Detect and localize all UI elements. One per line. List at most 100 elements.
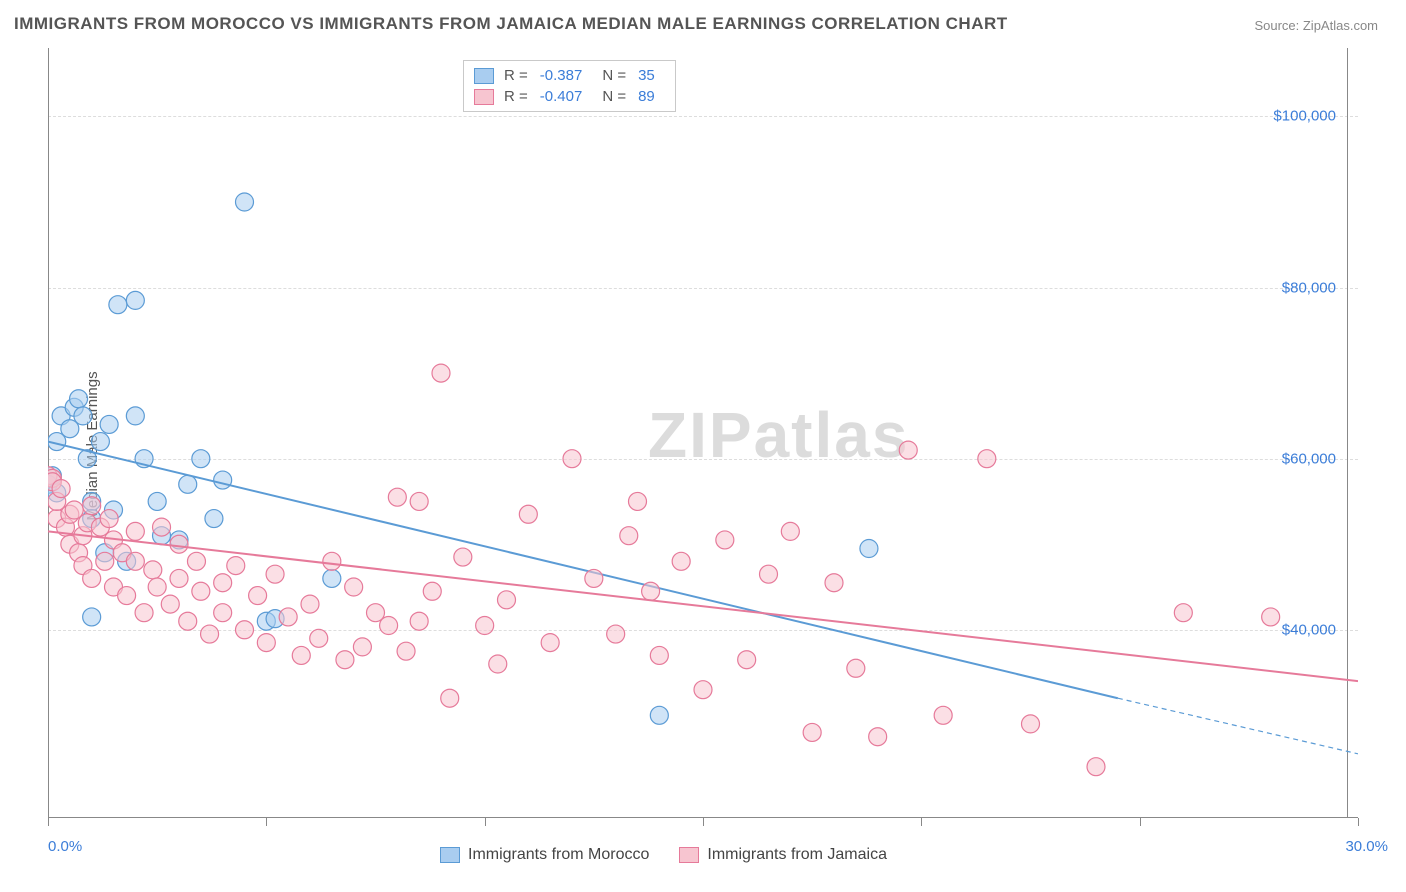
data-point <box>380 617 398 635</box>
trend-line <box>48 442 1118 699</box>
chart-container: IMMIGRANTS FROM MOROCCO VS IMMIGRANTS FR… <box>0 0 1406 892</box>
correlation-legend: R = -0.387N = 35R = -0.407N = 89 <box>463 60 676 112</box>
data-point <box>620 527 638 545</box>
data-point <box>585 569 603 587</box>
data-point <box>323 569 341 587</box>
data-point <box>70 390 88 408</box>
data-point <box>91 433 109 451</box>
data-point <box>629 492 647 510</box>
data-point <box>310 629 328 647</box>
data-point <box>126 291 144 309</box>
data-point <box>83 569 101 587</box>
data-point <box>498 591 516 609</box>
data-point <box>803 723 821 741</box>
data-point <box>179 612 197 630</box>
x-tick-mark <box>921 818 922 826</box>
data-point <box>650 646 668 664</box>
data-point <box>489 655 507 673</box>
data-point <box>144 561 162 579</box>
legend-swatch <box>474 89 494 105</box>
series-legend-item: Immigrants from Morocco <box>440 846 649 864</box>
data-point <box>83 608 101 626</box>
data-point <box>607 625 625 643</box>
data-point <box>978 450 996 468</box>
x-tick-mark <box>48 818 49 826</box>
data-point <box>109 296 127 314</box>
source-attribution: Source: ZipAtlas.com <box>1254 18 1378 33</box>
data-point <box>353 638 371 656</box>
legend-swatch <box>679 847 699 863</box>
x-tick-mark <box>1358 818 1359 826</box>
data-point <box>397 642 415 660</box>
x-axis-min-label: 0.0% <box>48 838 82 855</box>
data-point <box>153 518 171 536</box>
stat-n-value: 35 <box>638 67 655 84</box>
chart-title: IMMIGRANTS FROM MOROCCO VS IMMIGRANTS FR… <box>14 14 1008 34</box>
data-point <box>170 535 188 553</box>
data-point <box>323 552 341 570</box>
data-point <box>148 492 166 510</box>
data-point <box>52 480 70 498</box>
data-point <box>192 582 210 600</box>
stat-n-label: N = <box>602 88 626 105</box>
data-point <box>170 569 188 587</box>
data-point <box>899 441 917 459</box>
data-point <box>410 492 428 510</box>
data-point <box>650 706 668 724</box>
data-point <box>74 407 92 425</box>
stat-r-value: -0.407 <box>540 88 583 105</box>
plot-area: ZIPatlas $40,000$60,000$80,000$100,000 R… <box>48 48 1358 818</box>
data-point <box>441 689 459 707</box>
data-point <box>410 612 428 630</box>
data-point <box>214 574 232 592</box>
data-point <box>266 565 284 583</box>
x-tick-mark <box>485 818 486 826</box>
data-point <box>738 651 756 669</box>
data-point <box>249 587 267 605</box>
data-point <box>118 587 136 605</box>
series-legend-item: Immigrants from Jamaica <box>679 846 887 864</box>
data-point <box>869 728 887 746</box>
series-legend-label: Immigrants from Morocco <box>468 846 649 864</box>
data-point <box>236 621 254 639</box>
data-point <box>1022 715 1040 733</box>
scatter-svg <box>48 48 1358 818</box>
data-point <box>96 552 114 570</box>
data-point <box>126 407 144 425</box>
data-point <box>201 625 219 643</box>
data-point <box>716 531 734 549</box>
data-point <box>432 364 450 382</box>
data-point <box>100 510 118 528</box>
data-point <box>279 608 297 626</box>
data-point <box>100 415 118 433</box>
data-point <box>135 604 153 622</box>
data-point <box>187 552 205 570</box>
trend-line-extrapolated <box>1118 698 1358 754</box>
data-point <box>148 578 166 596</box>
data-point <box>179 475 197 493</box>
data-point <box>126 552 144 570</box>
legend-swatch <box>474 68 494 84</box>
data-point <box>205 510 223 528</box>
series-legend: Immigrants from Morocco Immigrants from J… <box>440 846 887 864</box>
data-point <box>192 450 210 468</box>
data-point <box>642 582 660 600</box>
data-point <box>1087 758 1105 776</box>
data-point <box>214 471 232 489</box>
data-point <box>847 659 865 677</box>
correlation-legend-row: R = -0.407N = 89 <box>474 86 665 107</box>
x-axis-max-label: 30.0% <box>1345 838 1388 855</box>
data-point <box>454 548 472 566</box>
data-point <box>541 634 559 652</box>
data-point <box>83 497 101 515</box>
data-point <box>423 582 441 600</box>
data-point <box>126 522 144 540</box>
data-point <box>860 540 878 558</box>
data-point <box>476 617 494 635</box>
x-tick-mark <box>703 818 704 826</box>
data-point <box>345 578 363 596</box>
trend-line <box>48 531 1358 681</box>
stat-r-label: R = <box>504 67 528 84</box>
data-point <box>825 574 843 592</box>
data-point <box>760 565 778 583</box>
